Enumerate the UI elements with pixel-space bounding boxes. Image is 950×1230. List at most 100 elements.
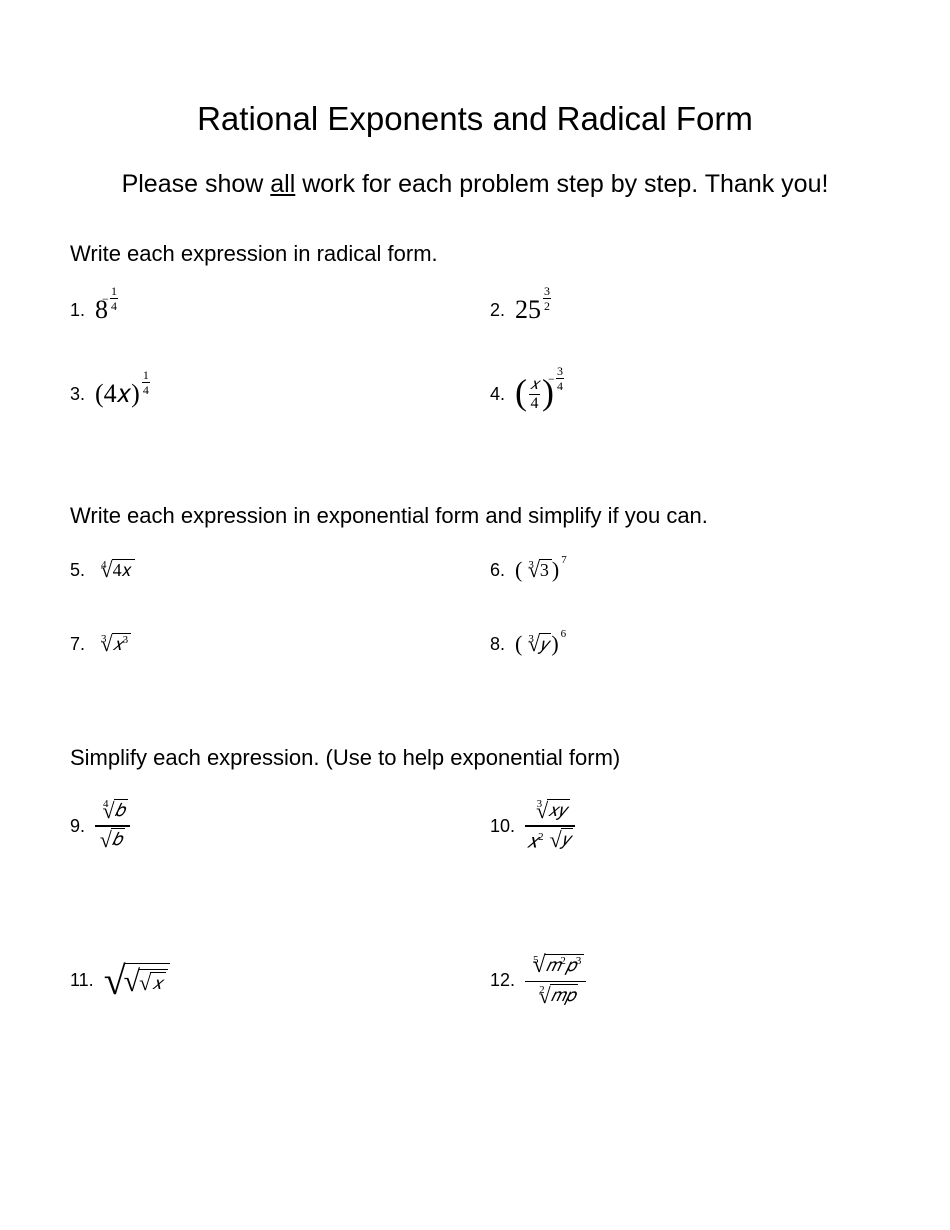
math-expression: (4𝑥) 1 4 (95, 379, 150, 410)
radical-index: 2 (539, 984, 545, 997)
problem-number: 6. (490, 560, 505, 581)
radicand: 𝑏 (111, 828, 125, 851)
problem-number: 7. (70, 634, 85, 655)
problem-row-4: 7. 3 √ 𝑥3 8. ( 3 √ 𝑦 ) 6 (70, 631, 880, 657)
problem-number: 1. (70, 300, 85, 321)
problem-number: 2. (490, 300, 505, 321)
outer-exponent: 6 (561, 628, 567, 640)
exponent-fraction: 1 4 (142, 369, 150, 396)
radical: 4 √ 4𝑥 (95, 559, 135, 581)
problem-number: 9. (70, 816, 85, 837)
base: (4𝑥) (95, 379, 140, 410)
math-expression: 4 √ 4𝑥 (95, 559, 135, 581)
outer-exponent: 7 (561, 554, 567, 566)
middle-surd: √ (124, 967, 140, 997)
middle-radicand: √ 𝑥 (139, 969, 168, 994)
problem-number: 10. (490, 816, 515, 837)
math-expression: 3 √ 𝑥3 (95, 633, 131, 655)
denom-exp: 2 (538, 831, 544, 843)
exp-numerator: 3 (543, 285, 551, 297)
radicand: 3 (539, 559, 552, 581)
radical: 4 √ 𝑏 (97, 799, 128, 822)
problem-number: 5. (70, 560, 85, 581)
right-paren: ) (552, 557, 559, 583)
problem-8: 8. ( 3 √ 𝑦 ) 6 (490, 631, 880, 657)
exp-numerator: 1 (110, 285, 118, 297)
radical-index: 3 (528, 559, 534, 571)
problem-10: 10. 3 √ 𝑥𝑦 𝑥2 √ 𝑦 (490, 799, 880, 853)
section-3-heading: Simplify each expression. (Use to help e… (70, 745, 880, 771)
problem-row-3: 5. 4 √ 4𝑥 6. ( 3 √ 3 ) 7 (70, 557, 880, 583)
problem-number: 11. (70, 970, 94, 991)
radicand: 𝑦 (561, 828, 573, 851)
radicand-exponent: 3 (123, 634, 129, 646)
page-title: Rational Exponents and Radical Form (70, 100, 880, 138)
radical: 3 √ 𝑥3 (95, 633, 131, 655)
radical-index: 4 (103, 798, 109, 811)
instructions-post: work for each problem step by step. Than… (295, 170, 828, 198)
section-1-heading: Write each expression in radical form. (70, 241, 880, 267)
problem-7: 7. 3 √ 𝑥3 (70, 631, 490, 657)
fraction-numerator: 3 √ 𝑥𝑦 (529, 799, 572, 825)
outer-surd: √ (104, 961, 126, 1001)
exponent-fraction: 3 4 (556, 365, 564, 392)
radicand: 𝑚𝑝 (550, 984, 579, 1007)
math-expression: ( 𝑥 4 ) 3 4 (515, 373, 564, 415)
math-expression: 5 √ 𝑚2𝑝3 2 √ 𝑚𝑝 (525, 953, 586, 1008)
problem-number: 8. (490, 634, 505, 655)
problem-number: 3. (70, 384, 85, 405)
radicand: 𝑏 (114, 799, 128, 822)
exponent-fraction: 1 4 (110, 285, 118, 312)
math-expression: 8 1 4 (95, 295, 118, 325)
radical-index: 3 (537, 798, 543, 811)
nested-radical: √ √ √ 𝑥 (104, 961, 171, 1001)
problem-4: 4. ( 𝑥 4 ) 3 4 (490, 373, 880, 415)
denom-base: 𝑥 (527, 830, 538, 852)
problem-1: 1. 8 1 4 (70, 295, 490, 325)
problem-11: 11. √ √ √ 𝑥 (70, 953, 490, 1008)
section-2-heading: Write each expression in exponential for… (70, 503, 880, 529)
exp-numerator: 1 (142, 369, 150, 381)
problem-2: 2. 25 3 2 (490, 295, 880, 325)
math-expression: ( 3 √ 𝑦 ) 6 (515, 631, 566, 657)
instructions-underline: all (270, 170, 295, 198)
exp-denominator: 4 (142, 384, 150, 396)
exp-denominator: 4 (110, 300, 118, 312)
problem-number: 4. (490, 384, 505, 405)
math-expression: 3 √ 𝑥𝑦 𝑥2 √ 𝑦 (525, 799, 575, 853)
problem-12: 12. 5 √ 𝑚2𝑝3 2 √ (490, 953, 880, 1008)
radical: 5 √ 𝑚2𝑝3 (527, 953, 584, 977)
radicand: 𝑥3 (112, 633, 132, 655)
frac-numerator: 𝑥 (529, 377, 540, 394)
radical: 3 √ 𝑦 (522, 633, 551, 655)
base: 25 (515, 295, 541, 325)
radical: √ 𝑦 (550, 829, 573, 852)
instructions: Please show all work for each problem st… (70, 170, 880, 199)
math-expression: 25 3 2 (515, 295, 551, 325)
left-paren: ( (515, 631, 522, 657)
radical: 3 √ 3 (522, 559, 552, 581)
problem-row-6: 11. √ √ √ 𝑥 12. 5 √ (70, 953, 880, 1008)
fraction: 4 √ 𝑏 √ 𝑏 (95, 799, 130, 853)
exp-denominator: 2 (543, 300, 551, 312)
fraction-numerator: 4 √ 𝑏 (95, 799, 130, 825)
radicand: 𝑥𝑦 (547, 799, 569, 822)
radical-index: 4 (101, 559, 107, 571)
math-expression: 4 √ 𝑏 √ 𝑏 (95, 799, 130, 853)
exponent-fraction: 3 2 (543, 285, 551, 312)
frac-denominator: 4 (529, 395, 539, 412)
fraction-denominator: 𝑥2 √ 𝑦 (525, 827, 575, 854)
exp-numerator: 3 (556, 365, 564, 377)
inner-radicand: 𝑥 (150, 972, 166, 994)
exp-denominator: 4 (556, 380, 564, 392)
radical-index: 5 (533, 954, 539, 967)
problem-9: 9. 4 √ 𝑏 √ 𝑏 (70, 799, 490, 853)
fraction-denominator: 2 √ 𝑚𝑝 (531, 982, 580, 1008)
fraction: 3 √ 𝑥𝑦 𝑥2 √ 𝑦 (525, 799, 575, 853)
radicand: 𝑦 (539, 633, 551, 655)
radical: √ 𝑏 (100, 829, 125, 852)
instructions-pre: Please show (122, 170, 271, 198)
radicand: 𝑚2𝑝3 (545, 954, 585, 977)
exp2: 3 (576, 955, 582, 967)
left-paren: ( (515, 371, 527, 413)
